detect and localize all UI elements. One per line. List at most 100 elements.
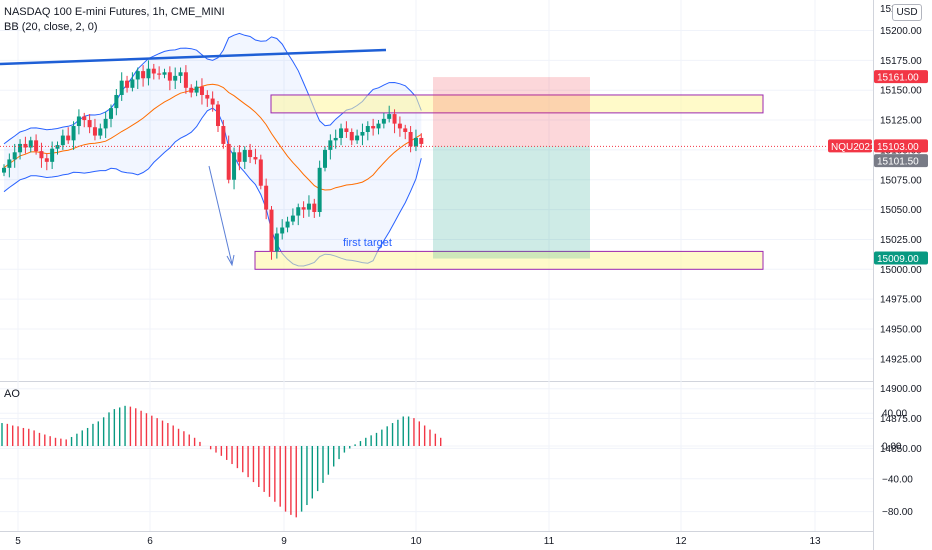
candle-body xyxy=(199,86,204,95)
candle-body xyxy=(317,167,322,212)
axes: 15200.0015175.0015150.0015125.0015100.00… xyxy=(15,4,928,547)
candle-body xyxy=(419,137,424,144)
candle-body xyxy=(237,152,242,162)
candle-body xyxy=(323,149,327,168)
candle-body xyxy=(60,135,65,146)
candle-body xyxy=(114,94,119,109)
ao-histogram xyxy=(1,405,442,518)
price-badge-label: 15101.50 xyxy=(877,157,919,168)
candle-body xyxy=(18,143,23,153)
candle-body xyxy=(226,143,231,180)
x-tick-label: 10 xyxy=(410,536,422,547)
y-tick-label: 14900.00 xyxy=(880,384,922,395)
candle-body xyxy=(92,127,97,136)
down-arrow xyxy=(208,165,233,265)
candle-body xyxy=(39,151,44,159)
candle-body xyxy=(216,104,220,127)
trendline xyxy=(0,48,387,66)
candle-body xyxy=(253,157,258,160)
candle-body xyxy=(87,120,92,128)
x-tick-label: 13 xyxy=(809,536,821,547)
candle-body xyxy=(109,108,113,119)
candle-body xyxy=(82,116,87,121)
x-tick-label: 11 xyxy=(544,536,555,547)
drawings xyxy=(0,48,873,267)
candle-body xyxy=(151,68,156,74)
y-tick-label: 14950.00 xyxy=(880,325,922,336)
ao-y-tick-label: −80.00 xyxy=(882,507,913,518)
y-tick-label: 15075.00 xyxy=(880,175,922,186)
symbol-legend[interactable]: NASDAQ 100 E-mini Futures, 1h, CME_MINI xyxy=(4,6,225,18)
price-badge-label: 15161.00 xyxy=(877,73,919,84)
y-tick-label: 15175.00 xyxy=(880,56,922,67)
ao-y-tick-label: 40.00 xyxy=(882,409,907,420)
candle-body xyxy=(333,137,338,141)
y-tick-label: 15025.00 xyxy=(880,235,922,246)
candle-body xyxy=(119,80,124,95)
price-badge xyxy=(828,139,872,153)
candle-body xyxy=(76,116,81,127)
price-badge xyxy=(874,139,928,153)
candle-body xyxy=(71,126,76,141)
y-tick-label: 15125.00 xyxy=(880,116,922,127)
candle-body xyxy=(360,131,365,136)
candle-body xyxy=(205,94,210,99)
candles xyxy=(2,60,424,260)
candle-body xyxy=(408,131,413,147)
candle-body xyxy=(392,114,397,124)
candle-body xyxy=(355,135,360,141)
ao-y-tick-label: −40.00 xyxy=(882,474,913,485)
price-badge xyxy=(874,70,928,84)
y-tick-label: 15150.00 xyxy=(880,86,922,97)
resistance-zone xyxy=(270,94,764,114)
candle-body xyxy=(221,126,226,144)
candle-body xyxy=(173,75,178,81)
price-badge-label: NQU2021 xyxy=(831,142,876,153)
price-badge-label: 15009.00 xyxy=(877,254,919,265)
price-badge xyxy=(874,251,928,265)
candle-body xyxy=(210,98,215,105)
candle-body xyxy=(130,79,135,88)
candle-body xyxy=(306,203,311,210)
x-tick-label: 6 xyxy=(147,536,153,547)
candle-body xyxy=(232,152,237,180)
zones xyxy=(254,77,764,270)
y-tick-label: 14850.00 xyxy=(880,444,922,455)
ao-legend[interactable]: AO xyxy=(4,388,20,400)
y-tick-label: 14875.00 xyxy=(880,414,922,425)
candle-body xyxy=(242,149,247,162)
candle-body xyxy=(376,123,381,129)
candle-body xyxy=(167,72,172,81)
candle-body xyxy=(264,185,269,210)
x-tick-label: 5 xyxy=(15,536,21,547)
candle-body xyxy=(28,140,33,148)
candle-body xyxy=(371,126,376,129)
candle-body xyxy=(135,71,140,80)
candle-body xyxy=(2,167,6,173)
candle-body xyxy=(157,73,162,75)
candle-body xyxy=(349,131,354,141)
candle-body xyxy=(290,215,295,222)
x-tick-label: 9 xyxy=(281,536,287,547)
candle-body xyxy=(183,72,188,88)
bb-legend[interactable]: BB (20, close, 2, 0) xyxy=(4,21,98,33)
price-badge xyxy=(874,154,928,168)
candle-body xyxy=(178,72,183,76)
candle-body xyxy=(258,159,263,186)
candle-body xyxy=(50,148,55,162)
candle-body xyxy=(296,207,301,216)
y-tick-label: 15000.00 xyxy=(880,265,922,276)
candle-body xyxy=(301,207,306,210)
y-tick-label: 14925.00 xyxy=(880,354,922,365)
currency-button[interactable]: USD xyxy=(892,4,922,21)
down-arrow-head xyxy=(226,254,235,267)
annotation-first-target: first target xyxy=(343,237,392,249)
position-reward-zone xyxy=(433,146,590,259)
candle-body xyxy=(280,227,285,234)
candle-body xyxy=(189,87,194,93)
candle-body xyxy=(98,128,103,136)
target-zone xyxy=(254,250,764,270)
candle-body xyxy=(103,118,108,129)
